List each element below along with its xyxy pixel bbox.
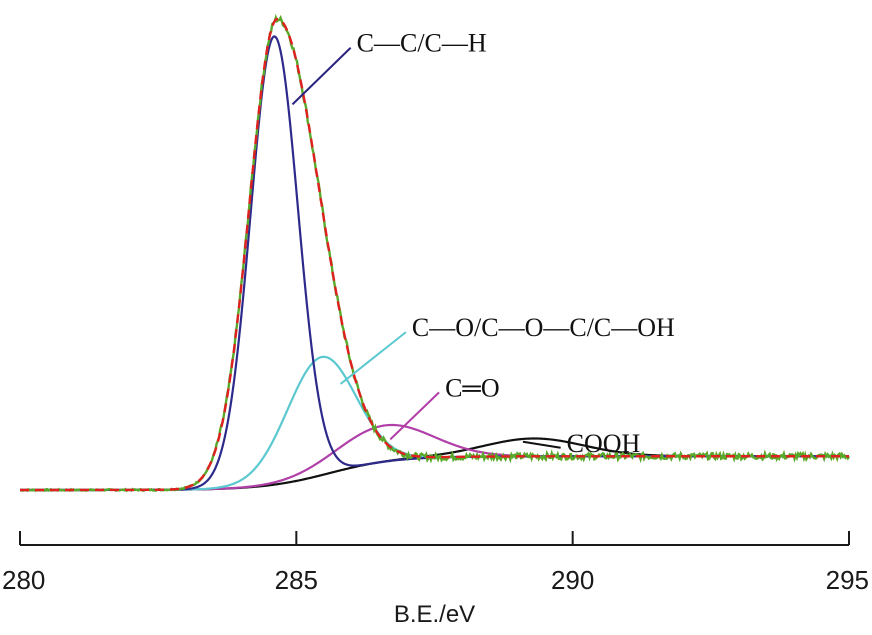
x-ticks: 280 285 290 295	[2, 531, 869, 595]
curve-layer	[19, 13, 851, 493]
x-tick-label-290: 290	[551, 565, 594, 595]
x-tick-label-280: 280	[2, 565, 45, 595]
x-tick-label-285: 285	[275, 565, 318, 595]
x-tick-label-295: 295	[826, 565, 869, 595]
annotation-label-4: COOH	[567, 429, 641, 458]
annotation-label-1: C—C/C—H	[357, 29, 487, 58]
series-line-peak-2	[20, 355, 849, 492]
series-line-envelope	[20, 17, 849, 492]
annotation-leader-2	[339, 331, 407, 385]
x-axis-title: B.E./eV	[394, 601, 475, 628]
series-line-peak-1	[20, 35, 849, 492]
annotation-label-3: C═O	[445, 373, 500, 402]
series-line-measured	[19, 13, 851, 493]
x-axis: 280 285 290 295 B.E./eV	[2, 531, 869, 628]
annotation-layer: C—C/C—H C—O/C—O—C/C—OH C═O COOH	[291, 29, 675, 458]
annotation-leader-4	[522, 440, 561, 449]
annotation-label-2: C—O/C—O—C/C—OH	[412, 313, 675, 342]
annotation-leader-1	[291, 47, 352, 106]
annotation-leader-3	[389, 391, 440, 441]
series-line-peak-4	[20, 437, 849, 492]
